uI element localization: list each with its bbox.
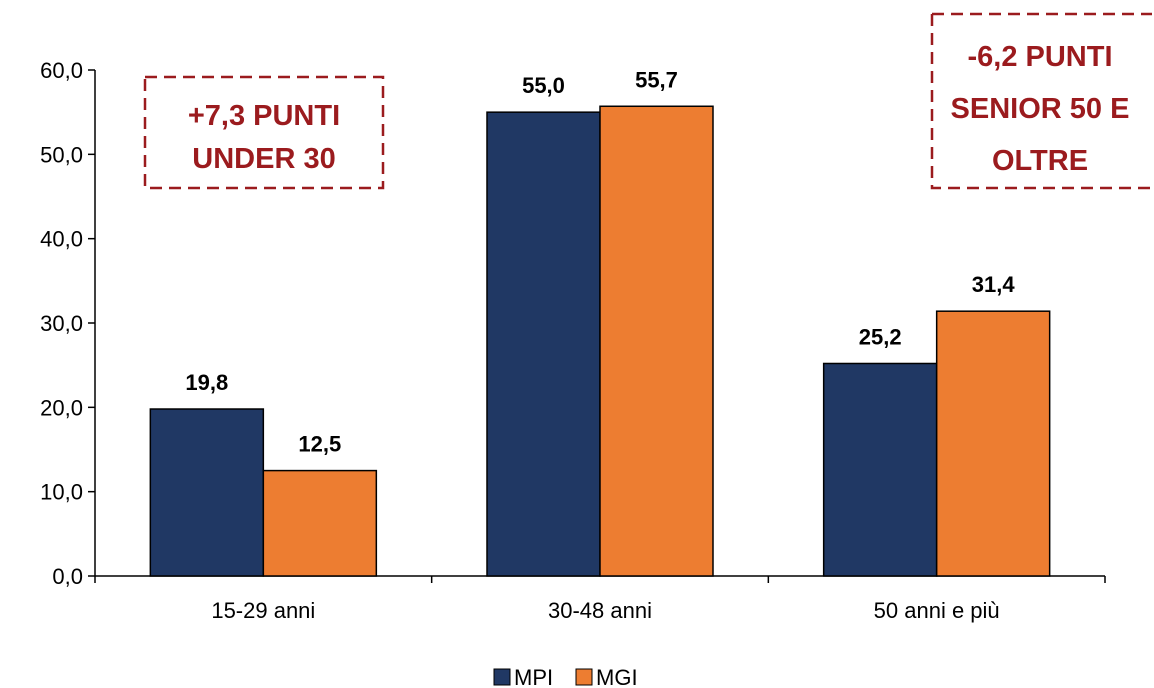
y-tick-label: 60,0 <box>40 58 83 83</box>
bars <box>149 105 1051 577</box>
x-category-labels: 15-29 anni 30-48 anni 50 anni e più <box>211 598 999 623</box>
callout-senior-50-line-1: -6,2 PUNTI <box>967 41 1112 73</box>
bar-mpi-2 <box>486 111 601 577</box>
data-label-mgi-1: 12,5 <box>298 432 341 457</box>
callout-under-30: +7,3 PUNTI UNDER 30 <box>143 75 385 190</box>
y-ticks: 0,0 10,0 20,0 30,0 40,0 50,0 60,0 <box>40 58 95 589</box>
y-tick-label: 0,0 <box>52 564 83 589</box>
x-ticks <box>94 576 1106 583</box>
legend: MPI MGI <box>493 665 638 688</box>
callout-senior-50: -6,2 PUNTI SENIOR 50 E OLTRE <box>930 12 1152 190</box>
bar-mpi-1 <box>149 408 265 577</box>
data-label-mpi-2: 55,0 <box>522 73 565 98</box>
y-tick-label: 30,0 <box>40 311 83 336</box>
x-category-label: 50 anni e più <box>874 598 1000 623</box>
y-tick-label: 50,0 <box>40 142 83 167</box>
data-label-mpi-1: 19,8 <box>185 370 228 395</box>
x-category-label: 15-29 anni <box>211 598 315 623</box>
bar-mgi-3 <box>935 310 1051 577</box>
bar-mgi-1 <box>262 469 378 577</box>
legend-label-mpi: MPI <box>514 665 553 688</box>
y-tick-label: 20,0 <box>40 395 83 420</box>
data-label-mpi-3: 25,2 <box>859 324 902 349</box>
x-category-label: 30-48 anni <box>548 598 652 623</box>
y-tick-label: 10,0 <box>40 480 83 505</box>
data-labels: 19,8 12,5 55,0 55,7 25,2 31,4 <box>185 67 1015 456</box>
legend-swatch-mpi <box>493 668 511 686</box>
callout-under-30-line-1: +7,3 PUNTI <box>188 100 340 132</box>
bar-mpi-3 <box>822 362 938 577</box>
legend-label-mgi: MGI <box>596 665 638 688</box>
bar-mgi-2 <box>599 105 714 577</box>
data-label-mgi-3: 31,4 <box>972 272 1016 297</box>
callout-senior-50-line-3: OLTRE <box>992 145 1088 177</box>
callout-under-30-line-2: UNDER 30 <box>192 143 335 175</box>
legend-swatch-mgi <box>575 668 593 686</box>
y-tick-label: 40,0 <box>40 227 83 252</box>
callout-senior-50-line-2: SENIOR 50 E <box>951 93 1130 125</box>
data-label-mgi-2: 55,7 <box>635 67 678 92</box>
